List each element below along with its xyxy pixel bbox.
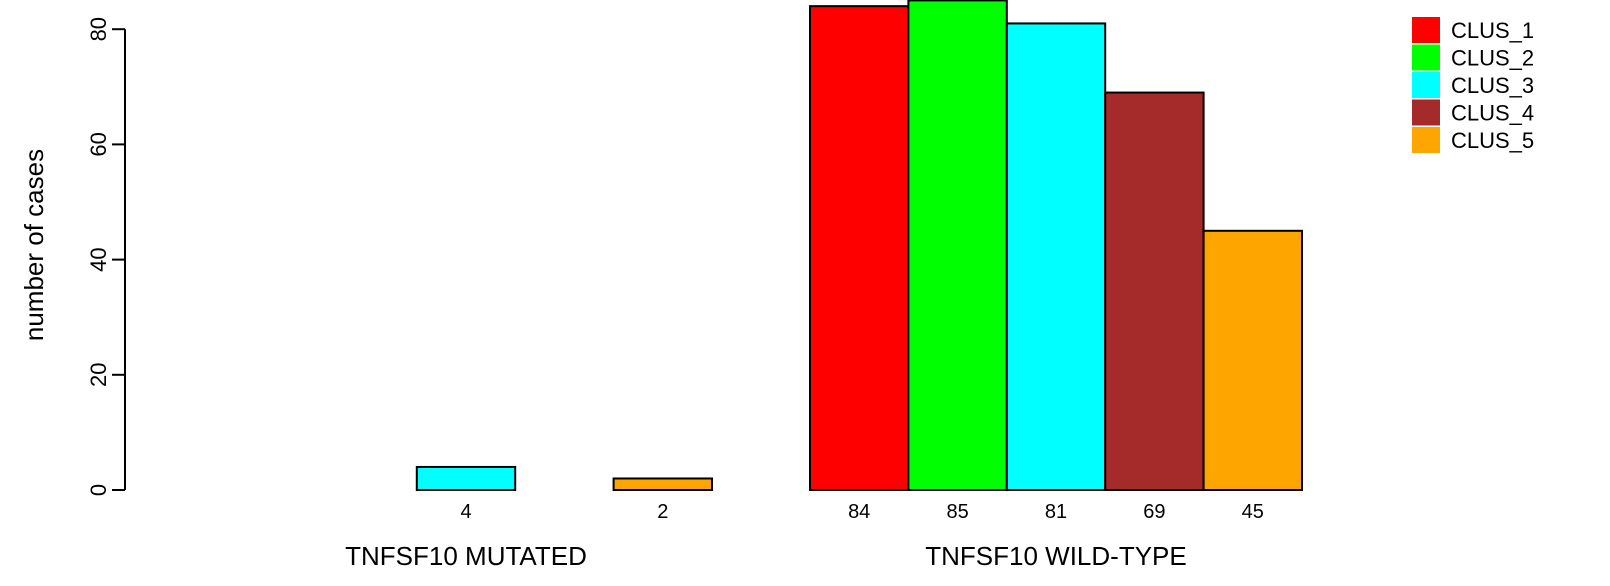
y-tick-label-20: 20 [86, 363, 111, 387]
y-tick-label-40: 40 [86, 247, 111, 271]
count-label: 45 [1242, 501, 1264, 523]
legend-label: CLUS_1 [1451, 18, 1534, 43]
count-labels: 4 2 84 85 81 69 45 [460, 501, 1263, 523]
legend-swatch-clus-1 [1412, 17, 1440, 43]
y-tick-label-60: 60 [86, 132, 111, 156]
legend-swatch-clus-2 [1412, 44, 1440, 71]
group-label: TNFSF10 WILD-TYPE [925, 541, 1186, 571]
group-labels: TNFSF10 MUTATED TNFSF10 WILD-TYPE [345, 541, 1187, 571]
legend-label: CLUS_4 [1451, 101, 1534, 126]
legend-swatch-clus-5 [1412, 127, 1440, 153]
legend-swatch-clus-4 [1412, 99, 1440, 126]
count-label: 84 [848, 501, 870, 523]
bars [415, 0, 1303, 492]
bar-clus-3-group-2 [1005, 22, 1107, 491]
bar-clus-5-group-1 [612, 477, 713, 492]
legend-label: CLUS_2 [1451, 46, 1534, 71]
bar-clus-4-group-2 [1104, 91, 1205, 491]
y-axis: 0 20 40 60 80 [86, 17, 126, 496]
legend-label: CLUS_5 [1451, 128, 1534, 153]
y-tick-label-80: 80 [86, 17, 111, 41]
legend-label: CLUS_3 [1451, 73, 1534, 98]
group-label: TNFSF10 MUTATED [345, 541, 587, 571]
count-label: 81 [1045, 501, 1067, 523]
y-axis-label: number of cases [19, 149, 49, 341]
count-label: 69 [1143, 501, 1165, 523]
y-tick-label-0: 0 [86, 484, 111, 496]
count-label: 2 [657, 501, 668, 523]
legend-swatch-clus-3 [1412, 72, 1440, 98]
bar-clus-3-group-1 [415, 465, 517, 491]
count-label: 85 [946, 501, 968, 523]
bar-clus-2-group-2 [907, 0, 1008, 492]
bar-clus-1-group-2 [809, 5, 910, 491]
bar-clus-5-group-2 [1202, 229, 1303, 492]
count-label: 4 [460, 501, 471, 523]
